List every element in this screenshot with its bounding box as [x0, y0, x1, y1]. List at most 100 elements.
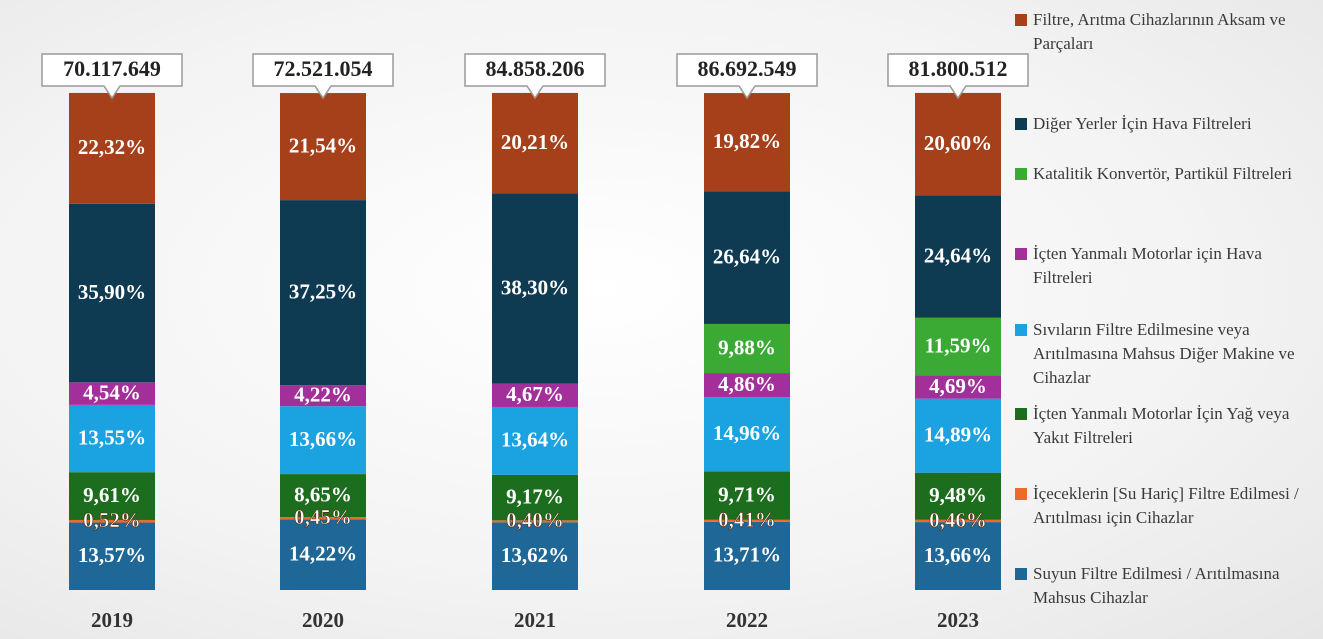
bar-segment	[280, 385, 366, 407]
total-label: 81.800.512	[909, 56, 1008, 81]
legend-label: İçeceklerin [Su Hariç] Filtre Edilmesi /…	[1033, 484, 1299, 527]
x-tick-label: 2019	[91, 608, 133, 632]
legend-label: Sıvıların Filtre Edilmesine veya Arıtılm…	[1033, 320, 1295, 387]
legend-item: İçten Yanmalı Motorlar için Hava Filtrel…	[1015, 242, 1321, 290]
data-label: 9,71%	[718, 483, 776, 507]
bar-segment	[280, 517, 366, 520]
bar-segment	[69, 522, 155, 590]
bar-segment	[69, 472, 155, 520]
data-label: 4,54%	[83, 380, 141, 404]
legend-swatch	[1015, 118, 1027, 130]
legend-item: Diğer Yerler İçin Hava Filtreleri	[1015, 112, 1321, 136]
data-label: 13,66%	[924, 543, 992, 567]
bar-segment	[280, 474, 366, 518]
data-label: 13,71%	[713, 543, 781, 567]
bar-segment	[492, 193, 578, 384]
data-label: 13,62%	[501, 543, 569, 567]
legend-label: Filtre, Arıtma Cihazlarının Aksam ve Par…	[1033, 10, 1286, 53]
bar-segment	[915, 92, 1001, 196]
legend-swatch	[1015, 248, 1027, 260]
data-label: 14,89%	[924, 423, 992, 447]
data-label: 8,65%	[294, 482, 352, 506]
data-label: 21,54%	[289, 133, 357, 157]
total-callout	[252, 53, 394, 100]
x-tick-label: 2022	[726, 608, 768, 632]
bar-segment	[704, 519, 790, 522]
data-label: 22,32%	[78, 135, 146, 159]
legend-item: Suyun Filtre Edilmesi / Arıtılmasına Mah…	[1015, 562, 1321, 610]
x-tick-label: 2021	[514, 608, 556, 632]
data-label: 4,67%	[506, 382, 564, 406]
bar-segment	[280, 406, 366, 475]
bar-segment	[915, 317, 1001, 376]
bar-segment	[704, 521, 790, 590]
legend-swatch	[1015, 568, 1027, 580]
data-label: 9,48%	[929, 483, 987, 507]
data-label: 13,57%	[78, 543, 146, 567]
bar-segment	[704, 191, 790, 324]
legend-label: İçten Yanmalı Motorlar İçin Yağ veya Yak…	[1033, 404, 1290, 447]
bar-segment	[704, 323, 790, 374]
data-label: 20,60%	[924, 131, 992, 155]
data-label: 9,17%	[506, 484, 564, 508]
legend-item: İçeceklerin [Su Hariç] Filtre Edilmesi /…	[1015, 482, 1321, 530]
data-label: 13,55%	[78, 425, 146, 449]
bar-segment	[280, 519, 366, 590]
data-label: 4,69%	[929, 374, 987, 398]
bar-segment	[704, 93, 790, 192]
data-label: 14,96%	[713, 421, 781, 445]
bar-segment	[704, 373, 790, 398]
legend-label: İçten Yanmalı Motorlar için Hava Filtrel…	[1033, 244, 1262, 287]
bar-segment	[492, 406, 578, 475]
total-callout	[464, 53, 606, 100]
bar-segment	[915, 398, 1001, 473]
data-label: 0,40%	[506, 508, 564, 532]
total-label: 86.692.549	[698, 56, 797, 81]
data-label: 26,64%	[713, 245, 781, 269]
bar-segment	[69, 404, 155, 473]
data-label: 9,88%	[718, 335, 776, 359]
legend-item: Katalitik Konvertör, Partikül Filtreleri	[1015, 162, 1321, 186]
total-callout	[887, 53, 1029, 100]
data-label: 20,21%	[501, 130, 569, 154]
data-label: 35,90%	[78, 280, 146, 304]
data-label: 24,64%	[924, 243, 992, 267]
bar-segment	[915, 195, 1001, 318]
data-label: 13,66%	[289, 427, 357, 451]
bar-segment	[280, 200, 366, 386]
bar-segment	[280, 93, 366, 201]
legend-swatch	[1015, 488, 1027, 500]
legend-label: Diğer Yerler İçin Hava Filtreleri	[1033, 114, 1252, 133]
data-label: 0,46%	[929, 508, 987, 532]
data-label: 37,25%	[289, 279, 357, 303]
data-label: 14,22%	[289, 541, 357, 565]
legend-item: İçten Yanmalı Motorlar İçin Yağ veya Yak…	[1015, 402, 1321, 450]
legend-label: Suyun Filtre Edilmesi / Arıtılmasına Mah…	[1033, 564, 1280, 607]
data-label: 0,41%	[718, 508, 776, 532]
legend-swatch	[1015, 408, 1027, 420]
data-label: 11,59%	[924, 333, 991, 357]
bar-segment	[69, 382, 155, 405]
total-label: 70.117.649	[63, 56, 161, 81]
legend-swatch	[1015, 14, 1027, 26]
total-label: 84.858.206	[486, 56, 585, 81]
bar-segment	[492, 92, 578, 194]
data-label: 9,61%	[83, 483, 141, 507]
data-label: 0,52%	[83, 508, 141, 532]
data-label: 19,82%	[713, 129, 781, 153]
bar-segment	[69, 519, 155, 523]
bar-segment	[915, 522, 1001, 590]
legend-swatch	[1015, 168, 1027, 180]
bar-segment	[704, 471, 790, 520]
bar-segment	[69, 92, 155, 204]
bar-segment	[69, 203, 155, 383]
bar-segment	[492, 522, 578, 590]
data-label: 0,45%	[294, 505, 352, 529]
x-tick-label: 2023	[937, 608, 979, 632]
legend-swatch	[1015, 324, 1027, 336]
bar-segment	[915, 375, 1001, 399]
total-callout	[41, 53, 183, 100]
legend-item: Filtre, Arıtma Cihazlarının Aksam ve Par…	[1015, 8, 1321, 56]
